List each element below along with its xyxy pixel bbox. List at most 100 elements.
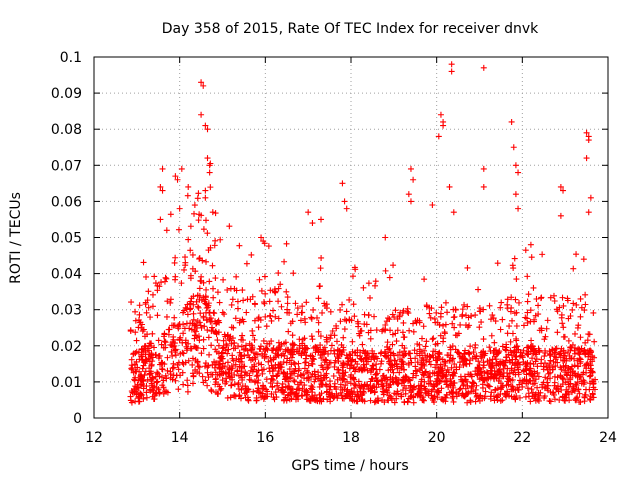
data-point bbox=[255, 324, 262, 331]
data-point bbox=[504, 296, 511, 303]
data-point bbox=[494, 368, 501, 375]
data-point bbox=[581, 346, 588, 353]
data-point bbox=[400, 319, 407, 326]
data-point bbox=[260, 384, 267, 391]
data-point bbox=[502, 359, 509, 366]
y-tick-label: 0.01 bbox=[51, 375, 82, 391]
data-point bbox=[491, 339, 498, 346]
data-point bbox=[149, 375, 156, 382]
data-point bbox=[260, 366, 267, 373]
data-point bbox=[275, 386, 282, 393]
data-point bbox=[208, 386, 215, 393]
data-point bbox=[562, 367, 569, 374]
data-point bbox=[210, 294, 217, 301]
data-point bbox=[143, 273, 150, 280]
data-point bbox=[553, 306, 560, 313]
data-point bbox=[272, 365, 279, 372]
data-point bbox=[225, 346, 232, 353]
data-point bbox=[127, 328, 134, 335]
data-point bbox=[251, 378, 258, 385]
data-point bbox=[426, 358, 433, 365]
data-point bbox=[445, 369, 452, 376]
data-point bbox=[385, 397, 392, 404]
data-point bbox=[434, 394, 441, 401]
data-point bbox=[549, 389, 556, 396]
data-point bbox=[294, 311, 301, 318]
data-point bbox=[204, 126, 211, 133]
data-point bbox=[400, 376, 407, 383]
data-point bbox=[318, 362, 325, 369]
data-point bbox=[239, 316, 246, 323]
data-point bbox=[513, 360, 520, 367]
data-point bbox=[204, 230, 211, 237]
data-point bbox=[267, 287, 274, 294]
data-point bbox=[212, 375, 219, 382]
data-point bbox=[303, 299, 310, 306]
data-point bbox=[247, 357, 254, 364]
data-point bbox=[537, 295, 544, 302]
data-point bbox=[542, 347, 549, 354]
data-point bbox=[315, 319, 322, 326]
data-point bbox=[257, 390, 264, 397]
data-point bbox=[455, 390, 462, 397]
data-point bbox=[252, 356, 259, 363]
data-point bbox=[364, 367, 371, 374]
data-point bbox=[243, 309, 250, 316]
data-point bbox=[190, 310, 197, 317]
data-point bbox=[196, 255, 203, 262]
data-point bbox=[421, 383, 428, 390]
data-point bbox=[433, 361, 440, 368]
data-point bbox=[584, 337, 591, 344]
data-point bbox=[556, 351, 563, 358]
data-point bbox=[143, 394, 150, 401]
data-point bbox=[563, 371, 570, 378]
data-point bbox=[504, 388, 511, 395]
data-point bbox=[561, 357, 568, 364]
data-point bbox=[532, 312, 539, 319]
data-point bbox=[508, 118, 515, 125]
data-point bbox=[480, 364, 487, 371]
data-point bbox=[324, 388, 331, 395]
data-point bbox=[315, 295, 322, 302]
data-point bbox=[519, 354, 526, 361]
data-point bbox=[515, 205, 522, 212]
data-point bbox=[587, 194, 594, 201]
data-point bbox=[435, 350, 442, 357]
data-point bbox=[272, 350, 279, 357]
data-point bbox=[291, 378, 298, 385]
data-point bbox=[444, 309, 451, 316]
data-point bbox=[152, 351, 159, 358]
data-point bbox=[572, 396, 579, 403]
data-point bbox=[156, 389, 163, 396]
data-point bbox=[180, 350, 187, 357]
data-point bbox=[301, 375, 308, 382]
y-tick-label: 0.04 bbox=[51, 267, 82, 283]
data-point bbox=[554, 329, 561, 336]
data-point bbox=[158, 341, 165, 348]
data-point bbox=[346, 296, 353, 303]
data-point bbox=[359, 341, 366, 348]
data-point bbox=[180, 309, 187, 316]
data-point bbox=[393, 338, 400, 345]
data-point bbox=[399, 329, 406, 336]
data-point bbox=[144, 297, 151, 304]
data-point bbox=[402, 373, 409, 380]
data-point bbox=[146, 365, 153, 372]
data-point bbox=[200, 314, 207, 321]
data-point bbox=[189, 265, 196, 272]
data-point bbox=[577, 295, 584, 302]
data-point bbox=[180, 330, 187, 337]
data-point bbox=[224, 359, 231, 366]
data-point bbox=[480, 183, 487, 190]
data-point bbox=[359, 397, 366, 404]
data-point bbox=[531, 368, 538, 375]
data-point bbox=[500, 365, 507, 372]
data-point bbox=[530, 284, 537, 291]
data-point bbox=[281, 258, 288, 265]
data-point bbox=[249, 332, 256, 339]
data-point bbox=[142, 368, 149, 375]
data-point bbox=[476, 324, 483, 331]
data-point bbox=[385, 384, 392, 391]
data-point bbox=[163, 313, 170, 320]
data-point bbox=[410, 176, 417, 183]
